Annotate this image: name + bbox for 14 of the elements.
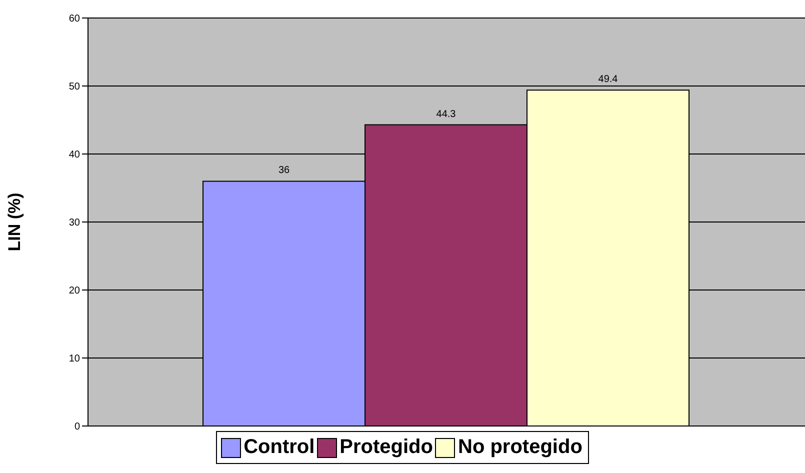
- data-label: 44.3: [436, 108, 456, 120]
- y-tick-label: 20: [68, 286, 80, 297]
- y-tick-label: 40: [68, 150, 80, 161]
- legend-label: No protegido: [458, 436, 582, 459]
- data-label: 49.4: [598, 74, 618, 86]
- legend-label: Control: [244, 436, 315, 459]
- legend-label: Protegido: [340, 436, 433, 459]
- data-label: 36: [278, 165, 290, 176]
- y-tick-label: 10: [68, 354, 80, 365]
- y-axis-title: LIN (%): [5, 192, 24, 252]
- y-tick-label: 0: [74, 422, 80, 433]
- y-tick-label: 30: [68, 218, 80, 229]
- y-tick-label: 50: [68, 82, 80, 93]
- y-tick-label: 60: [68, 14, 80, 25]
